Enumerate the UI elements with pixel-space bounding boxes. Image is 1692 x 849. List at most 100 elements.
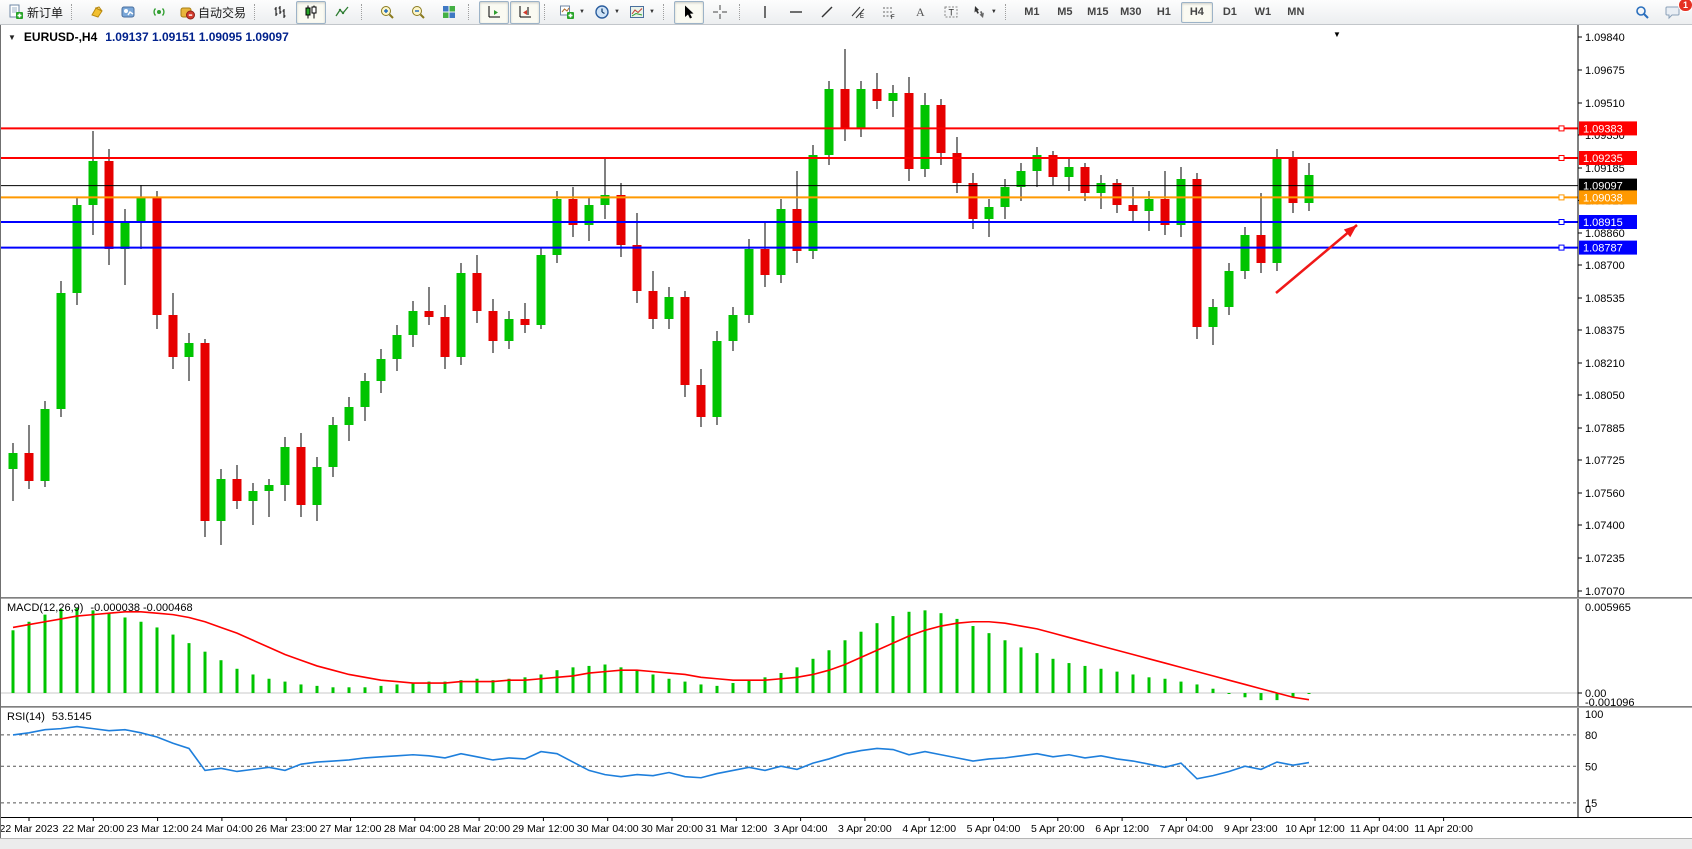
- macd-bar: [1211, 688, 1215, 693]
- candle-body: [136, 197, 146, 221]
- macd-bar: [1003, 640, 1007, 693]
- price-lines-layer[interactable]: [1, 125, 1578, 251]
- macd-bar: [283, 681, 287, 693]
- auto-scroll-button[interactable]: [479, 0, 510, 24]
- crosshair-icon: [712, 5, 727, 19]
- svg-text:1.09510: 1.09510: [1585, 98, 1625, 110]
- macd-bar: [811, 658, 815, 693]
- svg-text:10 Apr 12:00: 10 Apr 12:00: [1285, 823, 1345, 835]
- rsi-indicator-panel[interactable]: 100 80 50 150: [1, 707, 1692, 818]
- macd-bar: [907, 611, 911, 693]
- auto-trading-button[interactable]: 自动交易: [175, 1, 250, 24]
- macd-scale: 0.005965 0.00-0.001096: [1577, 598, 1635, 707]
- crosshair-button[interactable]: [705, 1, 735, 24]
- timeframe-button-M5[interactable]: M5: [1057, 6, 1073, 18]
- candle-body: [1288, 159, 1298, 203]
- macd-bar: [363, 687, 367, 693]
- macd-bar: [795, 667, 799, 693]
- fibonacci-tool-button[interactable]: F: [874, 1, 904, 24]
- line-chart-button[interactable]: [327, 1, 357, 24]
- bar-chart-button[interactable]: [265, 1, 295, 24]
- candle-body: [1208, 307, 1218, 327]
- chart-window: 1.098401.096751.095101.093501.091851.090…: [0, 25, 1692, 838]
- macd-bar: [747, 680, 751, 693]
- svg-text:1.07885: 1.07885: [1585, 423, 1625, 435]
- timeframe-button-MN[interactable]: MN: [1287, 6, 1305, 18]
- timeframe-button-H4[interactable]: H4: [1180, 1, 1213, 23]
- rsi-label-row: RSI(14) 53.5145: [7, 711, 92, 723]
- macd-bar: [1147, 677, 1151, 693]
- timeframe-button-M15[interactable]: M15: [1087, 6, 1109, 18]
- svg-text:1.07235: 1.07235: [1585, 553, 1625, 565]
- search-button[interactable]: [1627, 1, 1657, 24]
- timeframe-button-W1[interactable]: W1: [1254, 6, 1272, 18]
- channel-tool-button[interactable]: E: [843, 1, 873, 24]
- macd-bar: [27, 621, 31, 693]
- candle-body: [72, 205, 82, 293]
- add-indicator-icon: [560, 5, 575, 19]
- price-scale: 1.098401.096751.095101.093501.091851.090…: [1577, 25, 1637, 598]
- candle-body: [1144, 199, 1154, 211]
- text-tool-button[interactable]: A: [905, 1, 935, 24]
- candle-body: [1064, 167, 1074, 177]
- periods-button[interactable]: ▼: [590, 1, 624, 24]
- clock-icon: [595, 5, 609, 19]
- candle-body: [1128, 205, 1138, 211]
- svg-text:6 Apr 12:00: 6 Apr 12:00: [1095, 823, 1149, 835]
- timeframe-button-M1[interactable]: M1: [1024, 6, 1040, 18]
- macd-bar: [571, 667, 575, 693]
- candle-body: [1224, 271, 1234, 307]
- candle-body: [264, 485, 274, 491]
- svg-text:A: A: [916, 5, 925, 19]
- svg-text:11 Apr 20:00: 11 Apr 20:00: [1414, 823, 1473, 835]
- svg-text:22 Mar 2023: 22 Mar 2023: [1, 823, 59, 835]
- timeframe-button-H1[interactable]: H1: [1156, 6, 1171, 18]
- svg-text:1.08915: 1.08915: [1583, 217, 1623, 229]
- timeframe-button-M30[interactable]: M30: [1120, 6, 1142, 18]
- svg-text:50: 50: [1585, 761, 1597, 773]
- svg-text:27 Mar 12:00: 27 Mar 12:00: [320, 823, 382, 835]
- chart-shift-button[interactable]: [510, 0, 541, 24]
- macd-bar: [971, 626, 975, 693]
- macd-bar: [763, 677, 767, 693]
- tile-windows-button[interactable]: [434, 1, 464, 24]
- notifications-button[interactable]: 1: [1658, 0, 1692, 24]
- profile-chart-button[interactable]: [113, 1, 143, 24]
- templates-button[interactable]: ▼: [625, 1, 659, 24]
- macd-indicator-panel[interactable]: 0.005965 0.00-0.001096: [1, 598, 1692, 707]
- svg-text:T: T: [948, 8, 954, 18]
- candle-body: [1240, 235, 1250, 271]
- vertical-line-tool-button[interactable]: [750, 1, 780, 24]
- zoom-out-button[interactable]: [403, 1, 433, 24]
- macd-bar: [123, 617, 127, 693]
- arrows-tool-button[interactable]: ▼: [967, 1, 1001, 24]
- macd-bar: [203, 651, 207, 693]
- macd-bar: [539, 674, 543, 693]
- rsi-line: [12, 725, 1310, 780]
- candles-layer: [8, 49, 1314, 545]
- candlestick-chart-button[interactable]: [296, 0, 327, 24]
- macd-bar: [939, 613, 943, 693]
- svg-text:1.09840: 1.09840: [1585, 32, 1625, 44]
- macd-bar: [107, 613, 111, 693]
- svg-text:1.08700: 1.08700: [1585, 260, 1625, 272]
- cursor-button[interactable]: [673, 0, 704, 24]
- macd-bar: [987, 633, 991, 693]
- new-order-button[interactable]: 新订单: [4, 1, 67, 24]
- annotation-arrow[interactable]: [1275, 224, 1358, 294]
- macd-bar: [1083, 665, 1087, 693]
- chart-menu-triangle-icon[interactable]: ▼: [8, 32, 16, 42]
- text-label-tool-button[interactable]: T: [936, 1, 966, 24]
- main-price-chart[interactable]: 1.098401.096751.095101.093501.091851.090…: [1, 25, 1692, 598]
- signals-button[interactable]: [144, 1, 174, 24]
- zoom-in-button[interactable]: [372, 1, 402, 24]
- timeframe-button-D1[interactable]: D1: [1222, 6, 1237, 18]
- svg-text:0.005965: 0.005965: [1585, 602, 1631, 614]
- candle-body: [1272, 159, 1282, 263]
- add-indicator-button[interactable]: ▼: [555, 1, 589, 24]
- svg-text:1.09383: 1.09383: [1583, 123, 1623, 135]
- trendline-tool-button[interactable]: [812, 1, 842, 24]
- gold-tool-button[interactable]: [82, 1, 112, 24]
- horizontal-line-tool-button[interactable]: [781, 1, 811, 24]
- macd-bar: [43, 614, 47, 693]
